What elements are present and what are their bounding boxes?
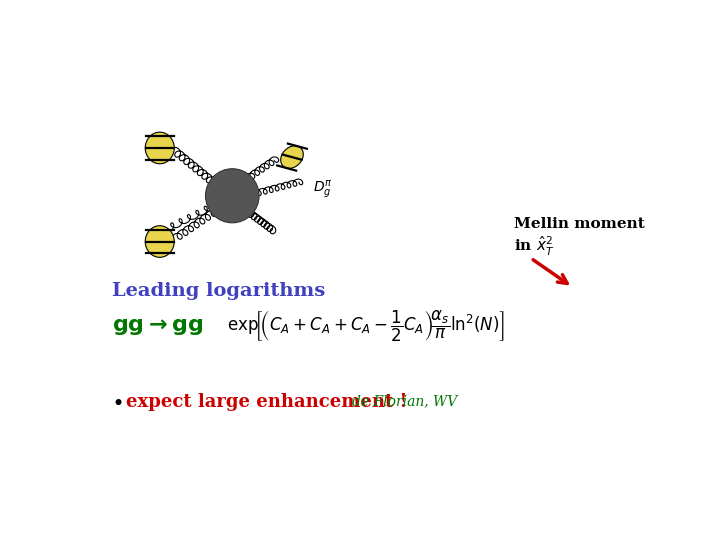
Text: Leading logarithms: Leading logarithms	[112, 282, 325, 300]
Ellipse shape	[281, 146, 303, 168]
Text: expect large enhancement !: expect large enhancement !	[126, 393, 408, 410]
Text: $D_g^{\pi}$: $D_g^{\pi}$	[313, 178, 333, 200]
Text: $\mathbf{gg \rightarrow gg}$: $\mathbf{gg \rightarrow gg}$	[112, 317, 204, 337]
Ellipse shape	[145, 226, 174, 258]
Text: $\mathrm{exp}\!\left[\!\left(C_A + C_A + C_A - \dfrac{1}{2}C_A\right)\!\dfrac{\a: $\mathrm{exp}\!\left[\!\left(C_A + C_A +…	[227, 309, 505, 345]
Text: Mellin moment
in $\hat{x}_T^2$: Mellin moment in $\hat{x}_T^2$	[514, 217, 645, 258]
Text: $\bullet$: $\bullet$	[111, 392, 122, 411]
Ellipse shape	[145, 132, 174, 164]
Text: de Florian, WV: de Florian, WV	[352, 395, 457, 409]
Ellipse shape	[205, 168, 259, 223]
